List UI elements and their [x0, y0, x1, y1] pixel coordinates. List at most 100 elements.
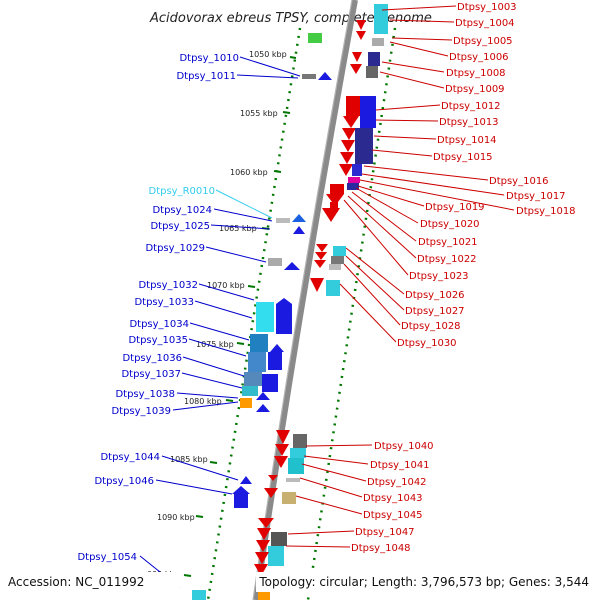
gene-arrow — [356, 31, 366, 40]
gene-arrow — [310, 278, 324, 292]
gene-arrow — [256, 540, 270, 552]
gene-label[interactable]: Dtpsy_1037 — [121, 369, 181, 380]
map-title: Acidovorax ebreus TPSY, complete genome — [149, 11, 432, 26]
gene-label[interactable]: Dtpsy_1033 — [134, 297, 194, 308]
gene-label[interactable]: Dtpsy_1021 — [418, 237, 478, 248]
gene-block — [326, 280, 340, 296]
gene-label[interactable]: Dtpsy_1034 — [129, 319, 189, 330]
gene-label[interactable]: Dtpsy_1011 — [176, 71, 236, 82]
gene-label[interactable]: Dtpsy_1023 — [409, 271, 469, 282]
gene-label[interactable]: Dtpsy_1022 — [417, 254, 477, 265]
gene-arrow — [356, 20, 366, 30]
gene-arrow — [276, 430, 290, 444]
gene-label[interactable]: Dtpsy_1032 — [138, 280, 198, 291]
kbp-label: 1065 kbp — [219, 224, 257, 233]
gene-label[interactable]: Dtpsy_1003 — [457, 2, 517, 13]
gene-arrow — [284, 262, 300, 270]
gene-label[interactable]: Dtpsy_1025 — [150, 221, 210, 232]
gene-block — [348, 177, 360, 183]
kbp-label: 1070 kbp — [207, 281, 245, 290]
gene-label[interactable]: Dtpsy_1054 — [77, 552, 137, 563]
gene-label[interactable]: Dtpsy_1048 — [351, 543, 411, 554]
outer-gene-features — [254, 4, 388, 600]
gene-arrow — [341, 140, 355, 152]
gene-label[interactable]: Dtpsy_1042 — [367, 477, 427, 488]
gene-label[interactable]: Dtpsy_1005 — [453, 36, 513, 47]
gene-block — [268, 546, 284, 566]
gene-arrow — [352, 52, 362, 62]
left-gene-labels: Dtpsy_1010 Dtpsy_1011 Dtpsy_R0010 Dtpsy_… — [77, 53, 239, 563]
gene-label[interactable]: Dtpsy_1004 — [455, 18, 515, 29]
kbp-label: 1080 kbp — [184, 397, 222, 406]
gene-label[interactable]: Dtpsy_1020 — [420, 219, 480, 230]
gene-label[interactable]: Dtpsy_1019 — [425, 202, 485, 213]
gene-arrow — [292, 214, 306, 222]
gene-block — [271, 532, 287, 546]
gene-label[interactable]: Dtpsy_1008 — [446, 68, 506, 79]
gene-block — [347, 183, 359, 190]
gene-arrow — [255, 552, 269, 564]
gene-arrow — [232, 486, 250, 494]
gene-block — [262, 374, 278, 392]
gene-block — [244, 372, 262, 386]
gene-arrow — [257, 528, 271, 540]
gene-label[interactable]: Dtpsy_1038 — [115, 389, 175, 400]
gene-label[interactable]: Dtpsy_1036 — [122, 353, 182, 364]
gene-label[interactable]: Dtpsy_1010 — [179, 53, 239, 64]
left-connectors — [139, 56, 301, 589]
gene-label[interactable]: Dtpsy_1018 — [516, 206, 576, 217]
gene-label[interactable]: Dtpsy_1024 — [152, 205, 212, 216]
topology-text: Topology: circular; Length: 3,796,573 bp… — [258, 575, 589, 589]
gene-block — [276, 304, 292, 334]
inner-gene-features — [192, 33, 332, 600]
gene-block — [268, 258, 282, 266]
genome-backbone — [252, 0, 358, 600]
gene-label[interactable]: Dtpsy_1006 — [449, 52, 509, 63]
gene-block — [282, 492, 296, 504]
gene-block — [258, 590, 270, 600]
gene-label[interactable]: Dtpsy_1030 — [397, 338, 457, 349]
gene-label[interactable]: Dtpsy_1028 — [401, 321, 461, 332]
gene-label[interactable]: Dtpsy_1046 — [94, 476, 154, 487]
gene-label[interactable]: Dtpsy_1026 — [405, 290, 465, 301]
tick-tracks — [206, 27, 397, 600]
gene-label[interactable]: Dtpsy_1009 — [445, 84, 505, 95]
kbp-label: 1075 kbp — [196, 340, 234, 349]
gene-arrow — [326, 194, 344, 206]
gene-label[interactable]: Dtpsy_1039 — [111, 406, 171, 417]
gene-arrow — [256, 404, 270, 412]
gene-block — [293, 434, 307, 448]
gene-label[interactable]: Dtpsy_1044 — [100, 452, 160, 463]
gene-block — [330, 202, 338, 212]
gene-label[interactable]: Dtpsy_1043 — [363, 493, 423, 504]
kbp-label: 1055 kbp — [240, 109, 278, 118]
gene-label[interactable]: Dtpsy_1047 — [355, 527, 415, 538]
gene-label[interactable]: Dtpsy_1012 — [441, 101, 501, 112]
gene-arrow — [315, 252, 327, 260]
gene-arrow — [270, 344, 284, 352]
gene-label[interactable]: Dtpsy_1029 — [145, 243, 205, 254]
gene-label[interactable]: Dtpsy_1035 — [128, 335, 188, 346]
gene-label[interactable]: Dtpsy_1045 — [363, 510, 423, 521]
gene-arrow — [318, 72, 332, 80]
gene-label[interactable]: Dtpsy_1040 — [374, 441, 434, 452]
gene-label[interactable]: Dtpsy_R0010 — [149, 186, 216, 197]
right-gene-labels: Dtpsy_1003 Dtpsy_1004 Dtpsy_1005 Dtpsy_1… — [351, 2, 576, 554]
accession-text: Accession: NC_011992 — [8, 575, 144, 589]
gene-block — [286, 478, 300, 482]
gene-block — [192, 590, 206, 600]
gene-block — [256, 302, 274, 332]
gene-arrow — [275, 444, 289, 456]
gene-block — [234, 494, 248, 508]
gene-label[interactable]: Dtpsy_1027 — [405, 306, 465, 317]
gene-block — [329, 264, 341, 270]
gene-label[interactable]: Dtpsy_1016 — [489, 176, 549, 187]
gene-label[interactable]: Dtpsy_1041 — [370, 460, 430, 471]
gene-label[interactable]: Dtpsy_1015 — [433, 152, 493, 163]
gene-label[interactable]: Dtpsy_1013 — [439, 117, 499, 128]
gene-block — [290, 448, 306, 458]
gene-label[interactable]: Dtpsy_1017 — [506, 191, 566, 202]
gene-block — [248, 352, 266, 372]
gene-label[interactable]: Dtpsy_1014 — [437, 135, 497, 146]
